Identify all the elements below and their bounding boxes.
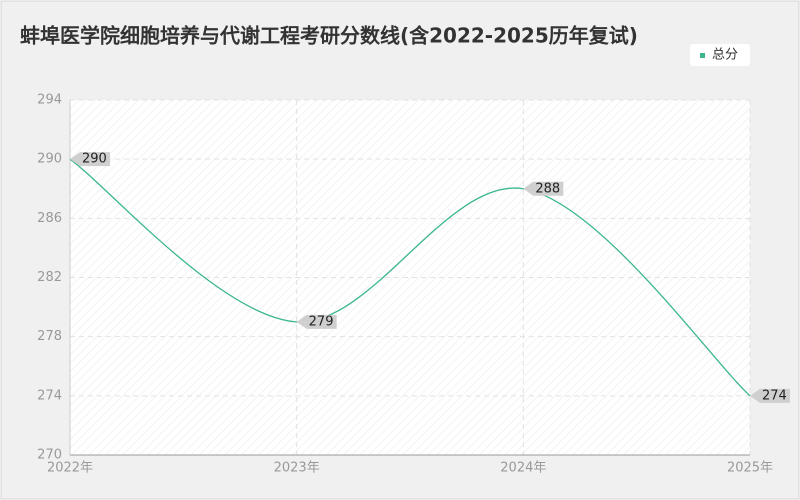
data-label: 288 [535, 181, 560, 196]
legend-label: 总分 [712, 48, 738, 63]
data-label: 274 [762, 388, 787, 403]
x-tick-label: 2024年 [500, 461, 546, 476]
data-label-bg [296, 314, 337, 329]
x-tick-label: 2023年 [274, 461, 320, 476]
data-label-bg [523, 181, 564, 196]
data-label-bg [70, 152, 110, 167]
y-tick-label: 294 [37, 93, 62, 108]
data-label-bg [750, 388, 790, 403]
legend [690, 44, 750, 66]
data-label: 279 [309, 314, 334, 329]
legend-swatch [700, 53, 705, 58]
y-tick-label: 274 [37, 388, 62, 403]
plot-area [70, 100, 750, 455]
x-tick-label: 2022年 [47, 461, 93, 476]
y-tick-label: 282 [37, 270, 62, 285]
chart-title: 蚌埠医学院细胞培养与代谢工程考研分数线(含2022-2025历年复试) [20, 24, 638, 48]
y-tick-label: 278 [37, 329, 62, 344]
x-tick-label: 2025年 [727, 461, 773, 476]
y-tick-label: 290 [37, 152, 62, 167]
line [69, 158, 751, 397]
y-tick-label: 270 [37, 448, 62, 463]
y-tick-label: 286 [37, 211, 62, 226]
data-label: 290 [82, 152, 107, 167]
